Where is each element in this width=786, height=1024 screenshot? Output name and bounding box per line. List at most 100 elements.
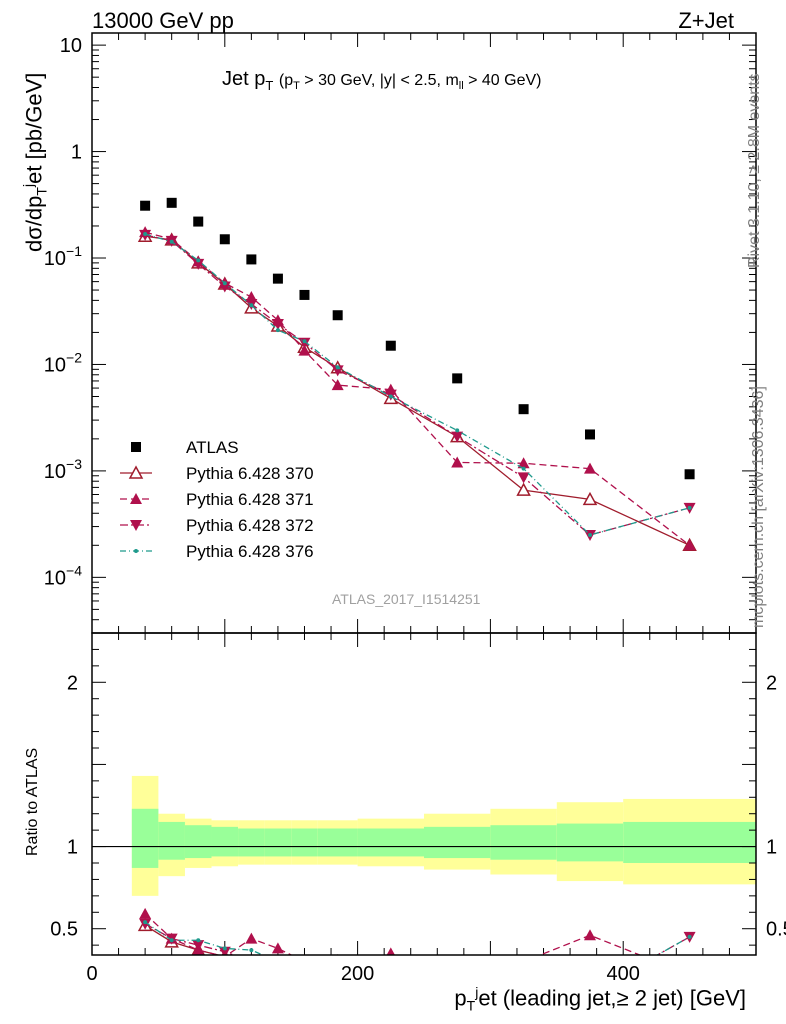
x-tick-label: 0 [86,963,97,985]
legend-label: Pythia 6.428 371 [186,490,314,509]
data-point-dot [196,258,201,263]
data-point-dot [588,532,592,537]
data-point-triangle-down [451,431,464,443]
ratio-y-tick-label: 0.5 [50,919,78,941]
data-point-dot [275,328,280,333]
main-y-axis-label: dσ/dpTjet [pb/GeV] [20,72,50,252]
ratio-point-triangle-down [298,957,310,968]
ratio-point-triangle-down [245,957,257,968]
process-title: Z+Jet [678,8,734,33]
legend-marker [128,465,144,479]
ratio-point-dot [522,963,526,967]
uncertainty-band-inner [131,808,159,868]
legend-label: Pythia 6.428 372 [186,516,314,535]
data-point-dot [521,466,526,471]
y-tick-label: 10−1 [44,243,82,270]
ratio-y-tick-label-right: 0.5 [766,919,786,941]
ratio-point-triangle-up [518,956,530,967]
data-point-triangle-down [517,472,530,484]
data-point-square [193,216,204,227]
data-point-dot [222,281,227,286]
data-point-square [385,340,396,351]
data-point-dot [687,505,692,510]
data-point-dot [388,394,393,399]
y-tick-label: 1 [71,142,82,164]
data-point-triangle-up [584,462,596,474]
data-point-triangle-up [517,457,530,469]
data-point-open-triangle [516,482,531,496]
data-point-triangle-up [331,379,344,391]
data-point-square [246,254,257,265]
ratio-point-triangle-up [584,929,596,941]
uncertainty-band-inner [158,821,185,860]
ratio-frame [91,632,757,956]
ratio-point-triangle-down [218,946,231,955]
data-point-dot [455,428,460,433]
data-point-square [299,289,310,300]
x-tick-label: 200 [341,963,374,985]
ratio-point-triangle-up [684,969,696,980]
analysis-watermark: ATLAS_2017_I1514251 [332,591,481,607]
data-point-dot [302,339,307,344]
uncertainty-band-inner [211,826,239,857]
ratio-point-open-triangle [277,954,279,955]
ratio-point-dot [222,946,227,951]
ratio-y-axis-label: Ratio to ATLAS [24,747,41,856]
ratio-point-open-triangle [684,969,696,980]
data-point-square [166,197,177,208]
uncertainty-band-inner [264,828,292,857]
uncertainty-band-inner [490,825,557,860]
ratio-y-tick-label: 2 [67,672,78,694]
y-tick-label: 10−3 [44,456,82,483]
y-tick-label: 10 [60,35,82,57]
data-point-square [452,373,463,384]
ratio-point-open-triangle [390,954,392,955]
legend-label: Pythia 6.428 376 [186,542,314,561]
ratio-point-dot [687,934,692,939]
data-point-square [518,404,529,415]
data-point-triangle-down [271,318,284,330]
plot-title: Jet pT (pT > 30 GeV, |y| < 2.5, mll > 40… [222,68,542,93]
main-panel: 10−4 10−3 10−2 10−1 1 10 ATLAS Pythia 6.428 370… [44,32,757,955]
data-point-triangle-down [331,365,344,377]
y-tick-label: 10−4 [44,562,82,589]
data-point-square [332,310,343,321]
data-point-dot [143,232,148,237]
ratio-point-triangle-down [272,957,284,968]
ratio-point-dot [302,960,306,964]
data-point-square [219,234,230,245]
ratio-point-dot [389,960,393,964]
ratio-point-triangle-down [518,968,530,979]
ratio-point-open-triangle [303,954,306,955]
ratio-point-dot [249,948,254,953]
ratio-y-tick-label: 1 [67,837,78,859]
data-point-open-triangle [582,491,598,506]
data-point-triangle-down [218,281,231,293]
data-point-dot [249,303,254,308]
uncertainty-band-inner [424,826,491,859]
rivet-label: Rivet 3.1.10, ≥ 2.8M events [746,73,763,268]
ratio-point-open-triangle [584,965,596,976]
ratio-point-dot [455,960,459,964]
ratio-point-dot [143,920,148,925]
ratio-point-open-triangle [250,954,252,955]
ratio-series-group [137,907,696,980]
ratio-point-triangle-down [192,940,205,952]
legend-marker [134,549,138,553]
ratio-point-dot [169,938,174,943]
data-point-triangle-up [683,539,696,551]
uncertainty-band-inner [357,828,424,857]
uncertainty-band-inner [291,828,318,857]
legend-label: Pythia 6.428 370 [186,464,314,483]
x-tick-label: 400 [607,963,640,985]
ratio-point-dot [276,960,280,964]
uncertainty-band-inner [184,825,212,859]
ratio-point-open-triangle [451,959,463,970]
data-point-square [140,200,151,211]
ratio-y-tick-label-right: 1 [766,837,777,859]
mcplots-label: mcplots.cern.ch [arXiv:1306.3436] [750,386,767,628]
data-point-square [272,273,283,284]
x-axis-label: pTjet (leading jet,≥ 2 jet) [GeV] [454,984,746,1014]
ratio-point-triangle-down [139,918,152,930]
